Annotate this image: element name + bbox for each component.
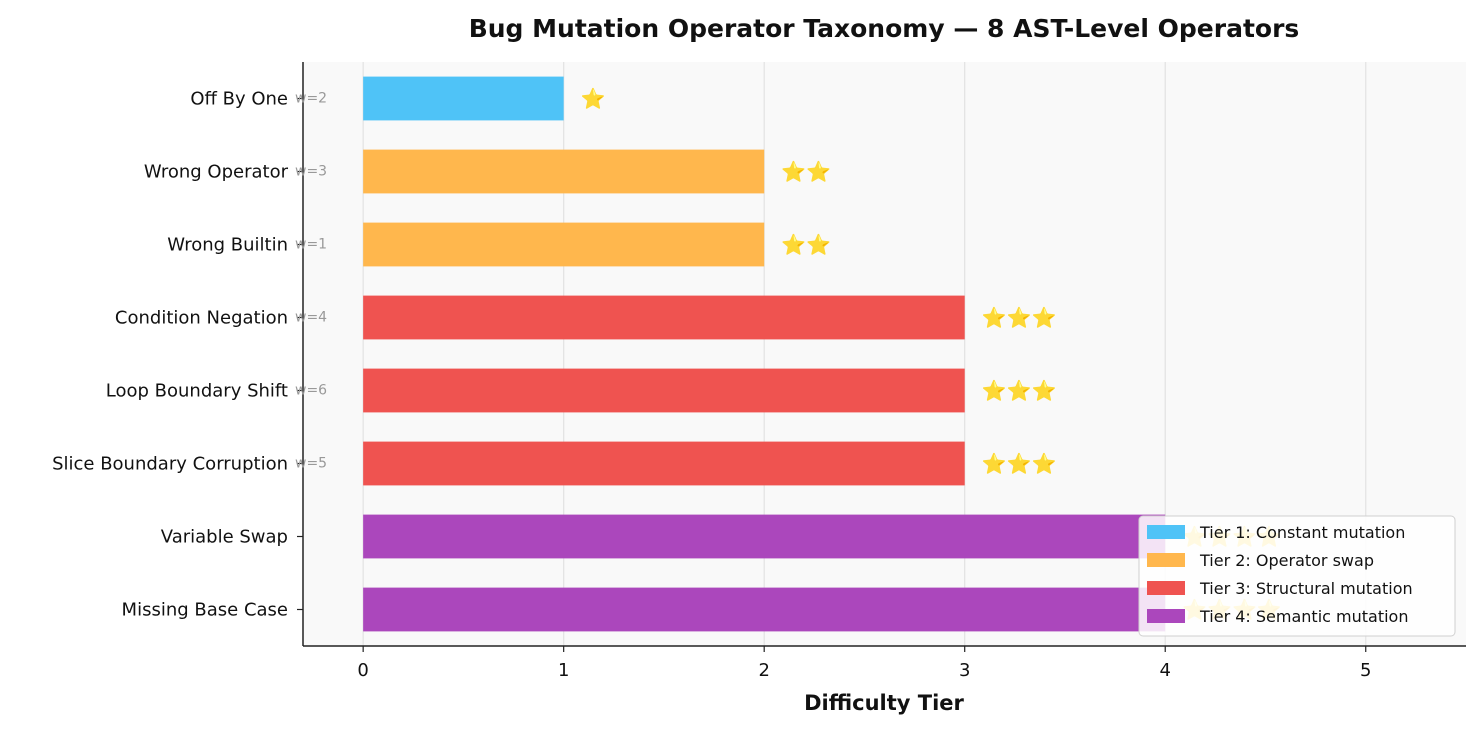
bar-slice-boundary-corruption bbox=[363, 441, 965, 486]
x-tick-label: 1 bbox=[558, 660, 569, 681]
weight-label: w=1 bbox=[295, 237, 327, 253]
value-label: ⭐⭐⭐ bbox=[982, 306, 1057, 330]
category-label: Condition Negation bbox=[115, 308, 288, 329]
x-tick-label: 5 bbox=[1360, 660, 1371, 681]
bar-off-by-one bbox=[363, 76, 564, 121]
x-tick-label: 0 bbox=[357, 660, 368, 681]
category-label: Slice Boundary Corruption bbox=[52, 454, 288, 475]
bar-condition-negation bbox=[363, 295, 965, 340]
legend-entry: Tier 4: Semantic mutation bbox=[1199, 607, 1408, 626]
bar-wrong-operator bbox=[363, 149, 765, 194]
weight-label: w=3 bbox=[295, 164, 327, 180]
category-label: Wrong Builtin bbox=[167, 235, 288, 256]
legend: Tier 1: Constant mutation Tier 2: Operato… bbox=[1138, 515, 1456, 637]
legend-swatch bbox=[1147, 581, 1185, 595]
value-label: ⭐⭐ bbox=[781, 233, 831, 257]
category-label: Missing Base Case bbox=[122, 600, 288, 621]
value-label: ⭐⭐⭐ bbox=[982, 452, 1057, 476]
category-label: Loop Boundary Shift bbox=[106, 381, 288, 402]
category-labels: Off By One Wrong Operator Wrong Builtin Con… bbox=[52, 89, 289, 621]
category-label: Off By One bbox=[190, 89, 288, 110]
value-label: ⭐⭐⭐ bbox=[982, 379, 1057, 403]
category-label: Wrong Operator bbox=[144, 162, 289, 183]
legend-entry: Tier 1: Constant mutation bbox=[1199, 523, 1405, 542]
x-tick-label: 4 bbox=[1159, 660, 1170, 681]
legend-swatch bbox=[1147, 553, 1185, 567]
x-axis-label: Difficulty Tier bbox=[804, 691, 964, 715]
bar-wrong-builtin bbox=[363, 222, 765, 267]
bar-missing-base-case bbox=[363, 587, 1166, 632]
value-label: ⭐ bbox=[581, 87, 606, 111]
bar-loop-boundary-shift bbox=[363, 368, 965, 413]
legend-entry: Tier 3: Structural mutation bbox=[1199, 579, 1413, 598]
weight-labels: w=2 w=3 w=1 w=4 w=6 w=5 bbox=[295, 91, 327, 472]
bar-variable-swap bbox=[363, 514, 1166, 559]
legend-entry: Tier 2: Operator swap bbox=[1199, 551, 1374, 570]
legend-box bbox=[1138, 515, 1456, 637]
bars bbox=[363, 76, 1166, 632]
x-tick-label: 3 bbox=[959, 660, 970, 681]
x-tick-label: 2 bbox=[758, 660, 769, 681]
category-label: Variable Swap bbox=[161, 527, 288, 548]
weight-label: w=5 bbox=[295, 456, 327, 472]
value-label: ⭐⭐ bbox=[781, 160, 831, 184]
axes bbox=[297, 62, 1466, 647]
weight-label: w=2 bbox=[295, 91, 327, 107]
chart-title: Bug Mutation Operator Taxonomy — 8 AST-L… bbox=[469, 14, 1300, 43]
legend-swatch bbox=[1147, 525, 1185, 539]
weight-label: w=6 bbox=[295, 383, 327, 399]
weight-label: w=4 bbox=[295, 310, 327, 326]
x-ticks: 0 1 2 3 4 5 bbox=[357, 646, 1371, 681]
legend-swatch bbox=[1147, 609, 1185, 623]
